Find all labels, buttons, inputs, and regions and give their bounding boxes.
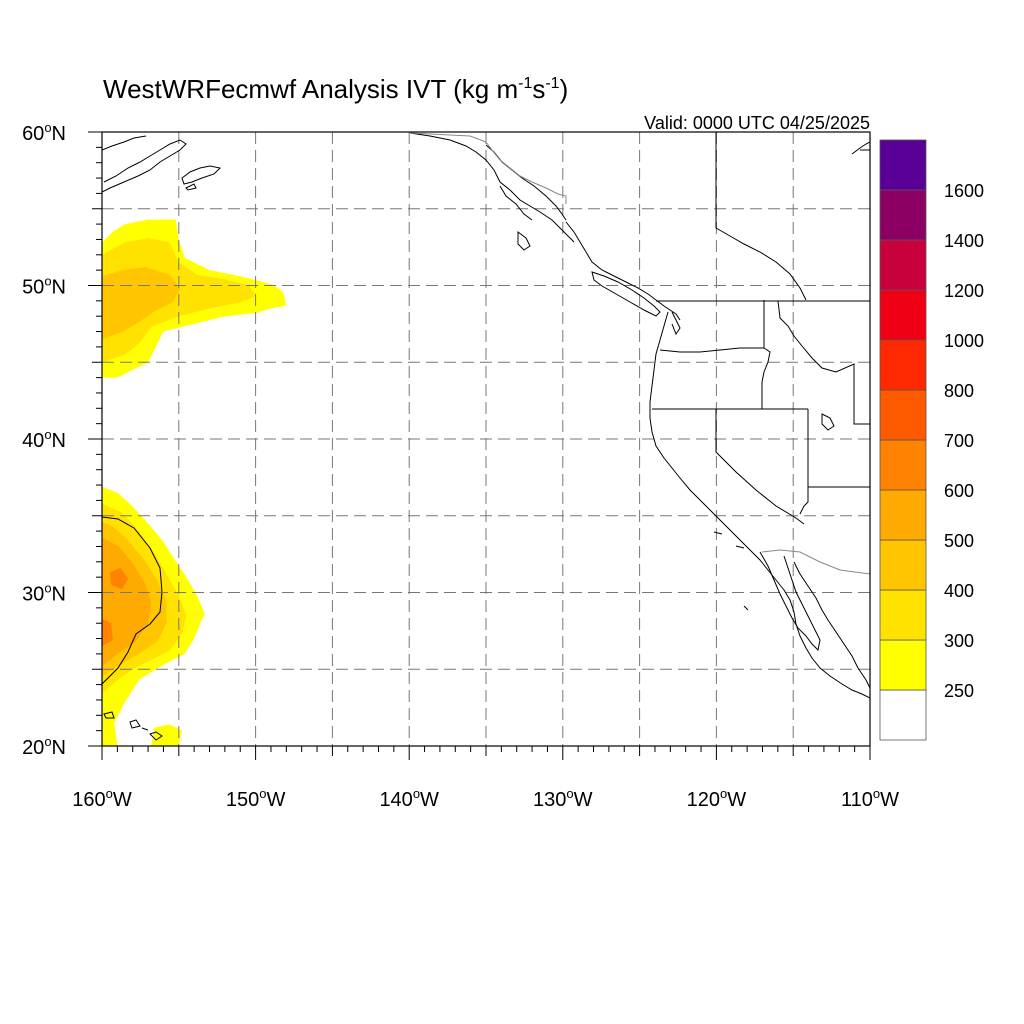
baja-california-coast xyxy=(759,551,821,652)
colorbar-label: 1600 xyxy=(944,181,984,201)
channel-islands-coast xyxy=(713,531,749,611)
lon-tick-label: 140oW xyxy=(379,786,439,811)
colorbar-swatch xyxy=(879,289,927,341)
colorbar-label: 1000 xyxy=(944,331,984,351)
ivt-contour-layer xyxy=(102,516,163,685)
axis-ticks xyxy=(88,131,871,760)
colorbar-swatch xyxy=(879,439,927,491)
us-west-coast xyxy=(649,311,870,699)
title-main: WestWRFecmwf Analysis IVT (kg m xyxy=(103,74,518,104)
alaska-peninsula-coast xyxy=(102,139,187,193)
hudson-bay-coast xyxy=(851,141,870,155)
title-mid: s xyxy=(532,74,545,104)
alaska-islands-coast xyxy=(181,165,222,191)
colorbar-label: 250 xyxy=(944,681,974,701)
title-sup1: -1 xyxy=(518,75,532,92)
alaska-canada-border xyxy=(409,132,567,204)
southern-plume-ivt-600 xyxy=(109,567,129,590)
axis-labels: 160oW 150oW 140oW 130oW 120oW 110oW 60oN 50oN 40… xyxy=(22,120,899,811)
hawaii-patch-ivt-250 xyxy=(151,724,182,746)
colorbar-swatch xyxy=(879,589,927,641)
lon-tick-label: 150oW xyxy=(226,786,286,811)
nevada-utah-border xyxy=(799,409,809,515)
lat-tick-label: 30oN xyxy=(22,581,66,606)
lat-tick-label: 50oN xyxy=(22,274,66,299)
alaska-gulf-coast xyxy=(102,132,575,243)
alberta-saskatchewan-border xyxy=(715,132,807,301)
colorbar-swatch xyxy=(879,639,927,691)
lon-tick-label: 120oW xyxy=(687,786,747,811)
geography-layer xyxy=(102,132,870,741)
washington-oregon-border xyxy=(659,300,765,353)
colorbar: 250 300 400 500 600 700 800 1000 1200 1400 1600 xyxy=(879,139,984,741)
lat-tick-label: 60oN xyxy=(22,120,66,145)
oregon-idaho-border xyxy=(761,347,771,408)
idaho-montana-border xyxy=(777,300,870,425)
map-title: WestWRFecmwf Analysis IVT (kg m-1s-1) xyxy=(103,74,568,104)
valid-time: Valid: 0000 UTC 04/25/2025 xyxy=(644,113,870,133)
colorbar-swatch xyxy=(879,389,927,441)
colorbar-swatch xyxy=(879,189,927,241)
california-nevada-border xyxy=(715,409,805,525)
colorbar-label: 600 xyxy=(944,481,974,501)
british-columbia-coast xyxy=(565,221,681,321)
title-sup2: -1 xyxy=(545,75,559,92)
colorbar-label: 800 xyxy=(944,381,974,401)
lon-tick-label: 160oW xyxy=(72,786,132,811)
lat-tick-label: 20oN xyxy=(22,734,66,759)
puget-sound-coast xyxy=(671,311,681,336)
colorbar-label: 1200 xyxy=(944,281,984,301)
colorbar-swatch xyxy=(879,339,927,391)
colorbar-label: 700 xyxy=(944,431,974,451)
ivt-250-contour-line xyxy=(102,516,163,685)
colorbar-swatch xyxy=(879,139,927,191)
gulf-of-california-coast xyxy=(793,561,870,689)
great-salt-lake xyxy=(821,413,835,431)
lon-tick-label: 110oW xyxy=(841,786,899,811)
southern-plume-ivt-600 xyxy=(102,618,113,647)
colorbar-label: 300 xyxy=(944,631,974,651)
southern-plume-ivt-500 xyxy=(102,537,152,667)
haida-gwaii-coast xyxy=(517,231,531,251)
colorbar-swatch xyxy=(879,489,927,541)
us-mexico-border xyxy=(761,549,870,575)
ivt-fill-layer xyxy=(102,219,287,746)
title-end: ) xyxy=(560,74,569,104)
colorbar-swatch xyxy=(879,539,927,591)
vancouver-island-coast xyxy=(591,271,661,317)
colorbar-swatch xyxy=(879,239,927,291)
colorbar-label: 1400 xyxy=(944,231,984,251)
lat-tick-label: 40oN xyxy=(22,427,66,452)
hawaii-islands xyxy=(103,711,163,741)
colorbar-swatch xyxy=(879,689,927,741)
colorbar-label: 500 xyxy=(944,531,974,551)
lon-tick-label: 130oW xyxy=(533,786,593,811)
colorbar-label: 400 xyxy=(944,581,974,601)
graticule xyxy=(102,132,870,746)
